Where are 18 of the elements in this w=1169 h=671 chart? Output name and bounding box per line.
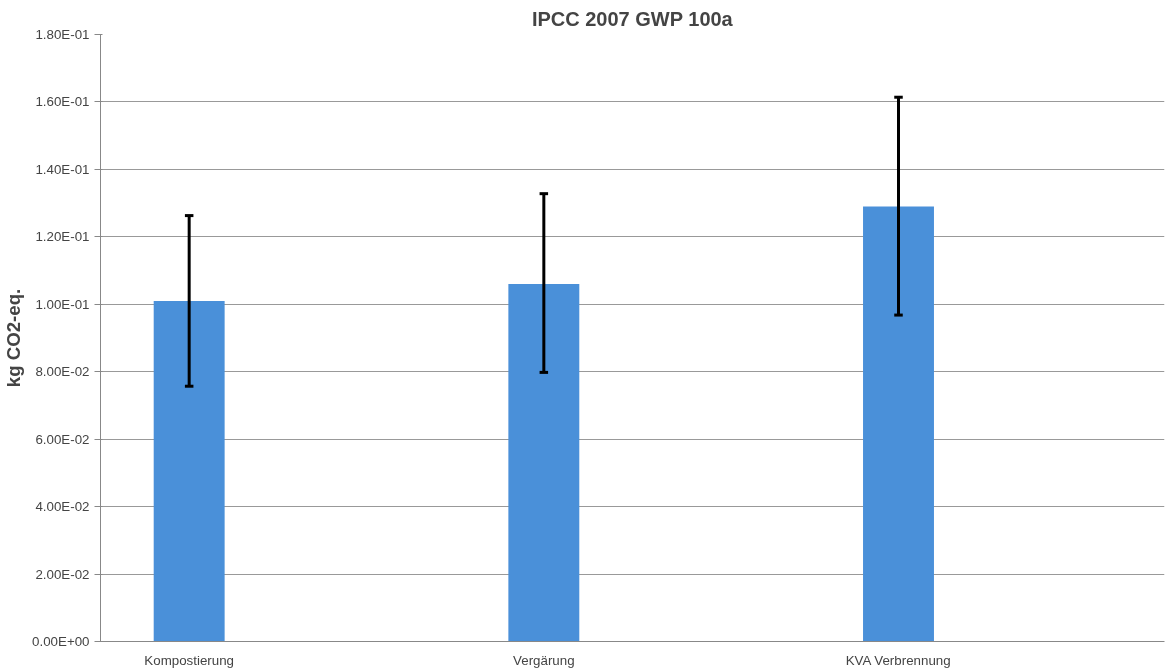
y-tick-label: 1.20E-01 xyxy=(35,229,90,245)
y-tick-label: 0.00E+00 xyxy=(32,634,90,649)
y-tick-label: 1.40E-01 xyxy=(35,161,90,177)
y-tick-label: 1.80E-01 xyxy=(35,27,90,42)
y-tick-label: 1.00E-01 xyxy=(35,296,90,312)
y-tick-label: 2.00E-02 xyxy=(35,566,90,582)
x-tick-label: KVA Verbrennung xyxy=(845,652,951,668)
x-tick-label: Vergärung xyxy=(513,652,575,668)
y-tick-label: 8.00E-02 xyxy=(35,364,90,380)
y-tick-label: 4.00E-02 xyxy=(35,499,90,515)
y-tick-label: 6.00E-02 xyxy=(35,431,90,447)
bar xyxy=(863,206,934,642)
x-tick-label: Kompostierung xyxy=(144,652,234,668)
chart-title: IPCC 2007 GWP 100a xyxy=(531,7,734,30)
y-axis-title: kg CO2-eq. xyxy=(3,288,25,388)
bar xyxy=(508,284,580,642)
bar xyxy=(153,300,225,642)
y-tick-label: 1.60E-01 xyxy=(35,94,90,110)
